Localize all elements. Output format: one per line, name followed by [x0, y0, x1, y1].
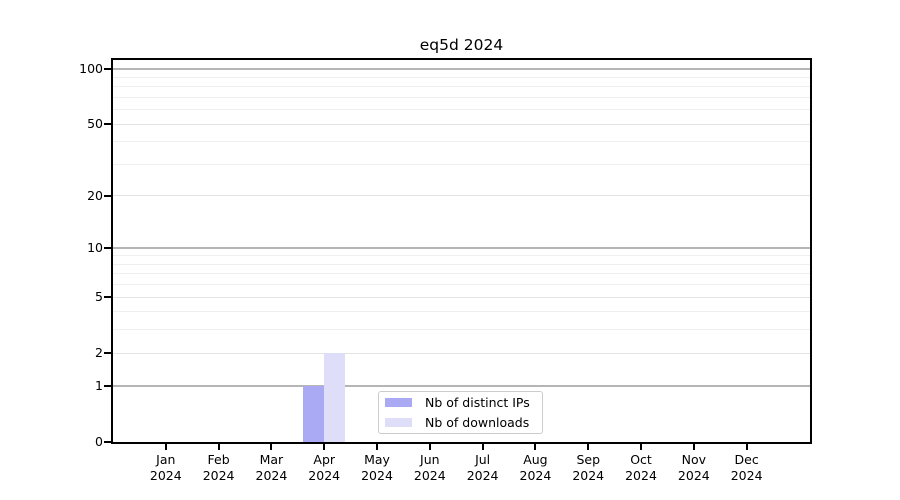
bar-nb-of-downloads-apr: [324, 353, 346, 442]
y-gridline: [113, 96, 810, 98]
x-tick-year: 2024: [466, 468, 499, 483]
x-tick-mark: [534, 444, 537, 450]
x-tick-label: Jun 2024: [398, 452, 462, 484]
y-gridline: [113, 67, 810, 70]
y-gridline: [113, 311, 810, 313]
y-tick-mark: [104, 384, 111, 387]
x-tick-year: 2024: [255, 468, 288, 483]
x-tick-mark: [376, 444, 378, 450]
y-gridline: [113, 86, 810, 88]
x-tick-month: Mar: [259, 452, 284, 467]
x-tick-label: Jul 2024: [451, 452, 515, 484]
x-tick-year: 2024: [149, 468, 182, 483]
x-tick-label: Aug 2024: [503, 452, 567, 484]
x-tick-month: May: [364, 452, 390, 467]
y-tick-label: 5: [95, 289, 103, 305]
x-tick-year: 2024: [413, 468, 446, 483]
legend-label-distinct-ips: Nb of distinct IPs: [425, 394, 530, 410]
legend-item-distinct-ips: Nb of distinct IPs: [385, 394, 538, 411]
x-tick-month: Dec: [734, 452, 759, 467]
x-tick-year: 2024: [308, 468, 341, 483]
y-tick-mark: [104, 247, 111, 250]
y-gridline: [113, 247, 810, 250]
x-tick-year: 2024: [677, 468, 710, 483]
y-tick-label: 50: [87, 116, 103, 132]
plot-area: [113, 60, 810, 442]
y-gridline: [113, 329, 810, 331]
y-gridline: [113, 352, 810, 354]
legend: Nb of distinct IPs Nb of downloads: [378, 391, 543, 434]
y-gridline: [113, 296, 810, 298]
x-tick-label: Sep 2024: [556, 452, 620, 484]
y-tick-label: 100: [79, 60, 103, 76]
y-gridline: [113, 384, 810, 387]
legend-swatch-distinct-ips: [385, 398, 412, 407]
x-tick-label: Feb 2024: [187, 452, 251, 484]
x-tick-label: Apr 2024: [292, 452, 356, 484]
y-tick-label: 20: [87, 187, 103, 203]
x-tick-mark: [640, 444, 643, 450]
y-gridline: [113, 163, 810, 165]
x-tick-month: Oct: [630, 452, 652, 467]
x-tick-label: Nov 2024: [662, 452, 726, 484]
x-tick-label: Mar 2024: [239, 452, 303, 484]
x-tick-mark: [270, 444, 273, 450]
x-tick-label: Oct 2024: [609, 452, 673, 484]
y-tick-label: 0: [95, 434, 103, 449]
x-tick-year: 2024: [202, 468, 235, 483]
y-gridline: [113, 123, 810, 125]
y-gridline: [113, 141, 810, 143]
x-tick-year: 2024: [730, 468, 763, 483]
x-tick-label: Dec 2024: [715, 452, 779, 484]
bar-nb-of-distinct-ips-apr: [303, 385, 325, 442]
y-tick-mark: [104, 441, 111, 443]
x-tick-mark: [428, 444, 431, 450]
x-tick-month: Apr: [313, 452, 336, 467]
y-tick-mark: [104, 194, 111, 197]
y-tick-label: 2: [95, 345, 103, 361]
x-tick-month: Sep: [576, 452, 600, 467]
y-gridline: [113, 284, 810, 286]
y-gridline: [113, 273, 810, 275]
chart-title: eq5d 2024: [419, 36, 504, 54]
legend-label-downloads: Nb of downloads: [425, 414, 530, 430]
y-tick-mark: [104, 296, 111, 299]
y-tick-label: 10: [87, 240, 103, 256]
y-gridline: [113, 109, 810, 111]
y-tick-mark: [104, 67, 111, 70]
x-tick-mark: [481, 444, 484, 450]
x-tick-mark: [217, 444, 220, 450]
y-gridline: [113, 76, 810, 78]
x-tick-mark: [164, 444, 167, 450]
x-tick-month: Jan: [156, 452, 176, 467]
x-tick-mark: [692, 444, 695, 450]
x-tick-mark: [745, 444, 748, 450]
x-tick-month: Jul: [475, 452, 491, 467]
y-tick-mark: [104, 352, 111, 355]
x-tick-year: 2024: [519, 468, 552, 483]
x-tick-month: Jun: [420, 452, 440, 467]
y-tick-label: 1: [95, 377, 103, 393]
x-tick-month: Aug: [523, 452, 548, 467]
x-tick-label: Jan 2024: [134, 452, 198, 484]
y-gridline: [113, 255, 810, 257]
y-gridline: [113, 195, 810, 197]
x-tick-month: Feb: [207, 452, 230, 467]
x-tick-year: 2024: [361, 468, 393, 483]
y-gridline: [113, 263, 810, 265]
x-tick-label: May 2024: [345, 452, 409, 484]
x-tick-mark: [323, 444, 326, 450]
legend-item-downloads: Nb of downloads: [385, 414, 538, 431]
x-tick-year: 2024: [625, 468, 657, 483]
y-tick-mark: [104, 123, 111, 126]
x-tick-mark: [587, 444, 590, 450]
x-tick-month: Nov: [681, 452, 707, 467]
x-tick-year: 2024: [572, 468, 605, 483]
legend-swatch-downloads: [385, 418, 412, 427]
